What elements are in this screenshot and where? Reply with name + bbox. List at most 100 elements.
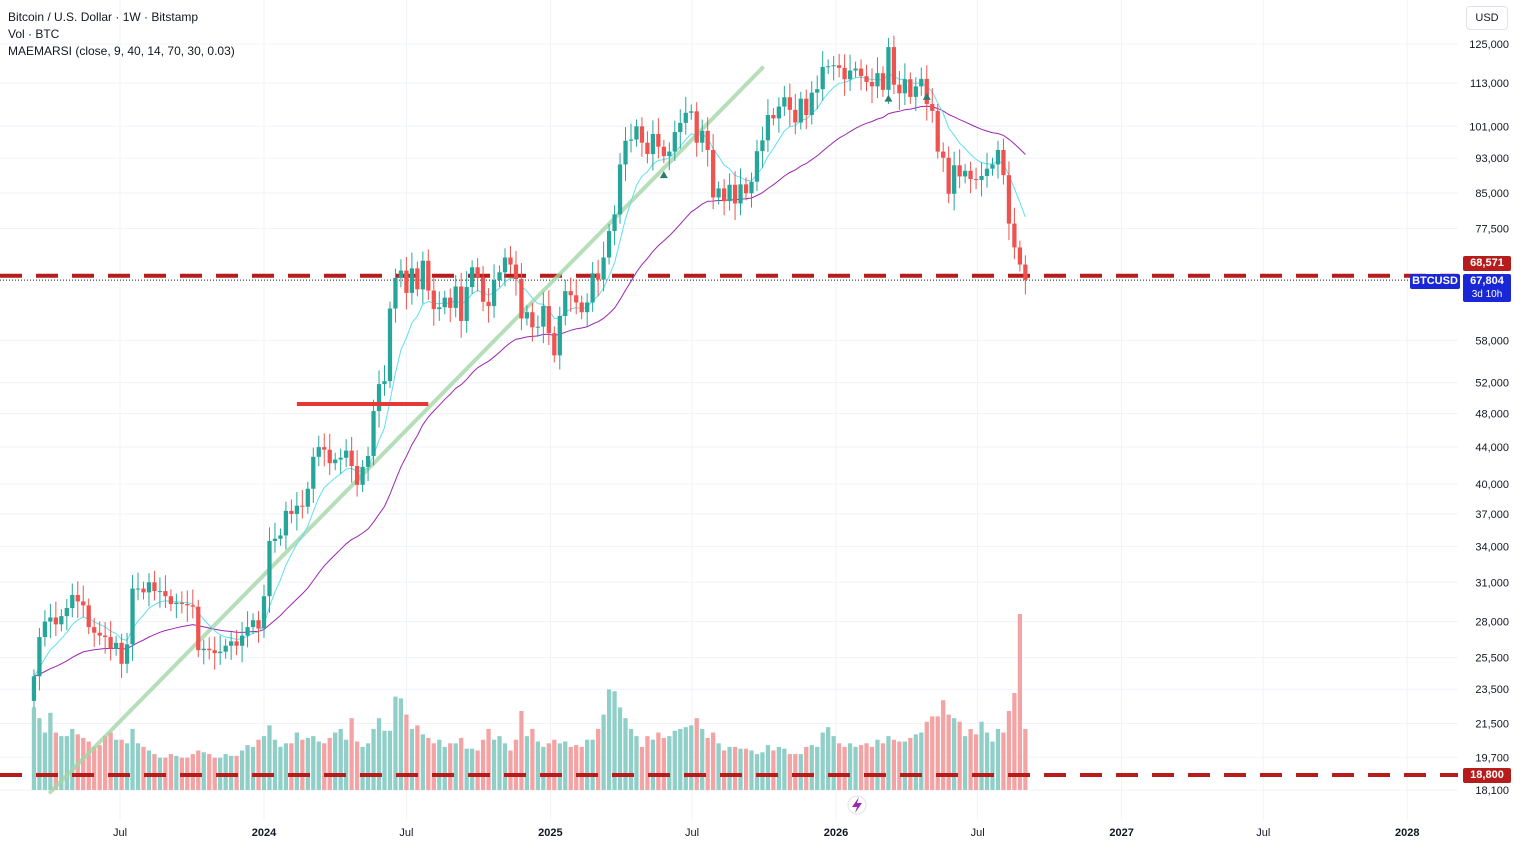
volume-bar-57: [344, 739, 349, 790]
currency-button[interactable]: USD: [1466, 6, 1508, 30]
candle-113: [650, 120, 656, 171]
volume-bar-148: [842, 746, 847, 790]
candle-166: [941, 142, 946, 172]
candle-14: [108, 621, 113, 661]
time-tick-0: Jul: [113, 827, 127, 839]
volume-bar-49: [300, 739, 305, 790]
candle-84: [491, 264, 497, 318]
volume-bar-138: [787, 754, 792, 790]
candle-body-25: [168, 596, 174, 605]
candle-body-121: [694, 111, 699, 143]
candle-body-119: [683, 112, 688, 123]
candle-48: [294, 492, 300, 531]
price-axis[interactable]: 125,000 113,000 101,000 93,000 85,000 77,500 5…: [1458, 0, 1523, 847]
chart-legend: Bitcoin / U.S. Dollar · 1W · Bitstamp Vo…: [8, 9, 235, 60]
trend-line[interactable]: [48, 65, 765, 795]
candle-body-131: [749, 181, 754, 194]
candle-27: [179, 591, 184, 614]
volume-bar-15: [113, 739, 119, 790]
candle-body-84: [491, 280, 497, 307]
candle-8: [75, 581, 80, 618]
candle-101: [585, 293, 590, 327]
candle-body-41: [256, 620, 261, 629]
volume-bar-179: [1012, 693, 1017, 790]
candle-34: [218, 635, 223, 665]
candle-6: [64, 598, 69, 631]
candle-61: [365, 446, 371, 482]
volume-bar-22: [152, 754, 157, 790]
volume-bar-129: [738, 748, 743, 790]
candle-150: [853, 61, 858, 78]
candle-179: [1012, 207, 1017, 260]
volume-bar-31: [201, 752, 206, 790]
candle-body-16: [119, 642, 124, 664]
volume-bar-139: [793, 754, 798, 790]
candle-108: [623, 127, 628, 182]
moving-averages: [33, 73, 1026, 677]
candle-56: [338, 448, 343, 474]
candle-5: [59, 609, 64, 632]
candle-154: [875, 57, 880, 99]
candle-body-153: [869, 81, 875, 87]
candle-body-179: [1012, 223, 1017, 248]
candle-65: [387, 301, 393, 389]
candle-106: [612, 205, 617, 246]
candle-21: [146, 573, 152, 607]
volume-bar-115: [661, 737, 666, 790]
candle-body-70: [415, 268, 420, 290]
candle-117: [672, 120, 677, 161]
candle-133: [760, 126, 765, 168]
legend-volume[interactable]: Vol · BTC: [8, 27, 60, 41]
price-tick-10: 40,000: [1475, 479, 1509, 491]
volume-bar-91: [530, 728, 535, 790]
volume-bar-98: [568, 746, 573, 790]
candle-body-61: [365, 455, 371, 467]
candle-body-75: [442, 297, 447, 308]
candle-body-137: [782, 97, 787, 107]
candle-body-71: [420, 260, 425, 290]
time-axis[interactable]: Jul 2024 Jul 2025 Jul 2026 Jul 2027 Jul 2028: [0, 820, 1458, 847]
ma-fast-line: [33, 73, 1026, 677]
volume-bar-123: [705, 737, 710, 790]
candle-body-24: [163, 591, 168, 597]
volume-bar-127: [727, 746, 732, 790]
volume-bar-42: [261, 736, 267, 790]
volume-bar-77: [453, 743, 458, 790]
price-tick-14: 28,000: [1475, 617, 1509, 629]
candle-1: [37, 627, 42, 691]
candle-129: [738, 168, 743, 216]
candle-body-158: [897, 84, 902, 94]
candle-39: [245, 611, 250, 648]
volume-bar-84: [491, 739, 497, 790]
price-tick-0: 125,000: [1469, 39, 1509, 51]
candle-body-36: [228, 641, 234, 646]
volume-bar-104: [601, 714, 606, 790]
candle-167: [946, 146, 951, 204]
legend-indicator[interactable]: MAEMARSI (close, 9, 40, 14, 70, 30, 0.03…: [8, 44, 235, 58]
volume-bar-118: [678, 728, 683, 790]
candle-body-144: [820, 66, 825, 90]
level-badge-upper: 68,571: [1463, 256, 1511, 271]
volume-bar-120: [689, 725, 694, 790]
candle-22: [152, 570, 157, 601]
candle-96: [557, 306, 562, 370]
candle-body-133: [760, 140, 765, 152]
candle-body-163: [924, 78, 929, 105]
candle-body-176: [995, 149, 1001, 165]
volume-bar-151: [858, 745, 864, 790]
volume-bar-113: [650, 739, 656, 790]
candle-103: [595, 259, 601, 297]
candle-body-116: [667, 151, 672, 157]
time-tick-3: 2025: [538, 827, 562, 839]
candle-31: [201, 639, 206, 665]
candle-50: [305, 481, 310, 514]
candle-152: [864, 64, 869, 92]
candle-40: [250, 613, 256, 635]
volume-bar-83: [486, 728, 491, 790]
candle-38: [239, 621, 245, 663]
volume-bar-173: [979, 721, 984, 790]
candle-body-118: [678, 122, 683, 133]
lightning-icon[interactable]: [847, 795, 867, 815]
legend-title[interactable]: Bitcoin / U.S. Dollar · 1W · Bitstamp: [8, 10, 199, 24]
